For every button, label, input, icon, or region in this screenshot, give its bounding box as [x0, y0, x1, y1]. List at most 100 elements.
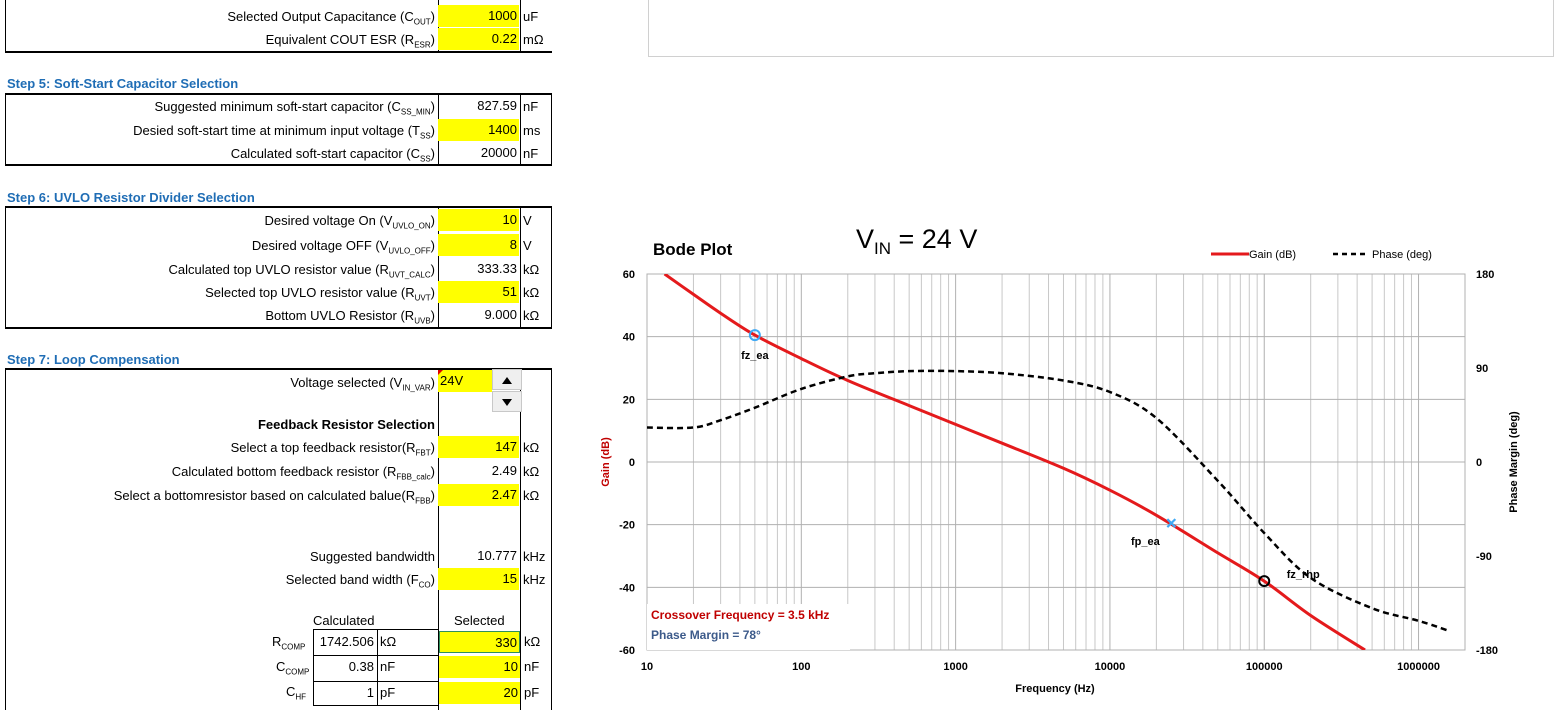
vin-label: VIN = 24 V — [856, 224, 977, 258]
chart-ticks: 60 40 20 0 -20 -40 -60 180 90 0 -90 -180 10 100 1000 10… — [619, 269, 1498, 673]
chf-sel-value[interactable]: 20 — [439, 682, 520, 704]
annotation-label: fz_ea — [741, 350, 769, 362]
table-border — [520, 368, 521, 710]
annotation-label: fz_rhp — [1287, 569, 1320, 581]
y-tick-label: -40 — [619, 582, 635, 594]
chart-title: Bode Plot — [653, 240, 733, 259]
table-border — [5, 51, 552, 53]
y2-axis-label: Phase Margin (deg) — [1508, 411, 1520, 513]
spin-up-button[interactable] — [492, 369, 522, 390]
legend-phase-label: Phase (deg) — [1372, 249, 1432, 261]
ruvt-calc-label: Calculated top UVLO resistor value (RUVT… — [168, 262, 435, 280]
annotation-marker-x — [1166, 518, 1177, 528]
chf-name: CHF — [286, 684, 307, 702]
x-tick-label: 10 — [641, 661, 653, 673]
comment-indicator — [438, 370, 443, 375]
fco-unit: kHz — [523, 572, 546, 587]
rfbb-calc-value: 2.49 — [491, 463, 517, 478]
step6-title: Step 6: UVLO Resistor Divider Selection — [7, 190, 255, 205]
table-border — [551, 368, 552, 710]
esr-value[interactable]: 0.22 — [438, 28, 519, 50]
ccomp-name: CCOMP — [276, 659, 310, 677]
fco-value[interactable]: 15 — [438, 568, 519, 590]
ruvb-value: 9.000 — [484, 307, 517, 322]
x-axis-label: Frequency (Hz) — [1015, 683, 1095, 695]
phase-series-line — [647, 369, 1451, 633]
esr-label: Equivalent COUT ESR (RESR) — [265, 32, 435, 50]
y-tick-label: -20 — [619, 520, 635, 532]
info-box — [647, 604, 850, 650]
y2-tick-label: -180 — [1476, 645, 1498, 657]
ruvb-unit: kΩ — [523, 308, 540, 323]
calc-table-border — [313, 629, 439, 706]
plot-area-border — [646, 273, 1466, 651]
css-label: Calculated soft-start capacitor (CSS) — [230, 146, 435, 164]
ruvt-label: Selected top UVLO resistor value (RUVT) — [205, 285, 435, 303]
ccomp-calc-value: 0.38 — [348, 659, 374, 674]
bode-plot-chart: Bode Plot VIN = 24 V Gain (dB) Phase (de… — [600, 224, 1520, 695]
y-tick-label: 40 — [623, 332, 635, 344]
table-border — [5, 93, 6, 165]
annotation-marker-circle — [748, 329, 761, 342]
ccomp-sel-value[interactable]: 10 — [439, 656, 520, 678]
selected-header: Selected — [454, 613, 505, 628]
table-border — [520, 206, 521, 328]
css-min-value: 827.59 — [477, 98, 517, 113]
vin-var-dropdown[interactable]: 24V — [438, 370, 492, 392]
step5-title: Step 5: Soft-Start Capacitor Selection — [7, 76, 239, 91]
rcomp-calc-unit: kΩ — [380, 634, 397, 649]
step7-title: Step 7: Loop Compensation — [7, 352, 180, 367]
uvlo-off-unit: V — [523, 238, 532, 253]
x-tick-label: 10000 — [1095, 661, 1126, 673]
table-border — [520, 93, 521, 165]
bw-suggested-label: Suggested bandwidth — [309, 549, 435, 564]
uvlo-on-label: Desired voltage On (VUVLO_ON) — [264, 213, 435, 231]
y2-tick-label: 180 — [1476, 269, 1494, 281]
css-min-unit: nF — [523, 99, 539, 114]
legend-gain-label: Gain (dB) — [1249, 249, 1296, 261]
uvlo-on-unit: V — [523, 213, 532, 228]
ccomp-sel-unit: nF — [524, 659, 540, 674]
tss-value[interactable]: 1400 — [438, 119, 519, 141]
fco-label: Selected band width (FCO) — [285, 572, 435, 590]
uvlo-on-value[interactable]: 10 — [438, 209, 519, 231]
table-border — [5, 0, 6, 52]
ruvt-value[interactable]: 51 — [438, 281, 519, 303]
y-axis-label: Gain (dB) — [600, 437, 612, 487]
arrow-down-icon — [502, 399, 512, 406]
y2-tick-label: 0 — [1476, 457, 1482, 469]
chart-grid — [646, 273, 1466, 651]
tss-unit: ms — [523, 123, 541, 138]
fb-heading: Feedback Resistor Selection — [257, 417, 435, 432]
rfbb-unit: kΩ — [523, 488, 540, 503]
rcomp-sel-value[interactable]: 330 — [439, 631, 520, 653]
chart-annotations: fz_ea fp_ea fz_rhp — [741, 329, 1320, 588]
rcomp-name: RCOMP — [272, 634, 306, 652]
arrow-up-icon — [502, 377, 512, 384]
empty-chart-frame — [648, 0, 1554, 57]
chart-legend: Gain (dB) Phase (deg) — [1211, 249, 1432, 261]
y-tick-label: -60 — [619, 645, 635, 657]
x-tick-label: 1000 — [943, 661, 967, 673]
spin-down-button[interactable] — [492, 391, 522, 412]
y-tick-label: 0 — [629, 457, 635, 469]
annotation-label: fp_ea — [1131, 536, 1161, 548]
rfbb-calc-label: Calculated bottom feedback resistor (RFB… — [171, 464, 435, 482]
chart-series — [647, 274, 1451, 650]
chf-sel-unit: pF — [524, 685, 540, 700]
x-tick-label: 100000 — [1246, 661, 1283, 673]
rfbt-value[interactable]: 147 — [438, 436, 519, 458]
table-border — [551, 206, 552, 328]
table-border — [5, 93, 552, 95]
table-border — [520, 0, 521, 52]
phase-margin-text: Phase Margin = 78° — [651, 628, 761, 642]
gain-series-line — [663, 274, 1366, 650]
uvlo-off-value[interactable]: 8 — [438, 234, 519, 256]
rfbt-unit: kΩ — [523, 440, 540, 455]
cout-value[interactable]: 1000 — [438, 5, 519, 27]
chf-calc-value: 1 — [366, 685, 374, 700]
table-border — [5, 206, 552, 208]
rfbb-value[interactable]: 2.47 — [438, 484, 519, 506]
vin-var-label: Voltage selected (VIN_VAR) — [290, 375, 435, 393]
x-tick-label: 100 — [792, 661, 810, 673]
